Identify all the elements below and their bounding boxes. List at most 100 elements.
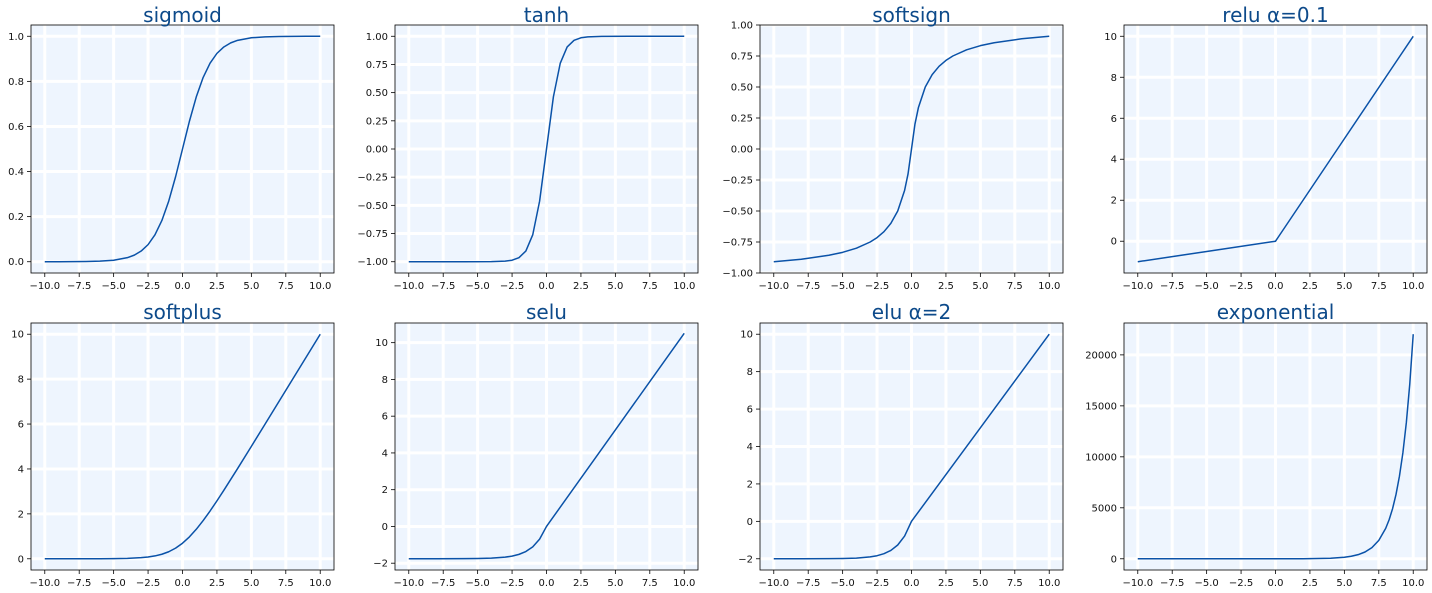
subplot-title: elu α=2 xyxy=(872,300,952,324)
x-tick-label: 2.5 xyxy=(1302,578,1318,589)
x-tick-label: 0.0 xyxy=(539,281,555,292)
x-tick-label: −7.5 xyxy=(1160,578,1184,589)
y-tick-label: −0.75 xyxy=(357,229,388,240)
x-tick-label: 0.0 xyxy=(539,578,555,589)
x-tick-label: 2.5 xyxy=(938,281,954,292)
x-tick-label: −2.5 xyxy=(500,281,524,292)
x-tick-label: −7.5 xyxy=(431,281,455,292)
y-tick-label: 0.2 xyxy=(8,212,24,223)
x-tick-label: 10.0 xyxy=(1402,281,1424,292)
x-tick-label: 2.5 xyxy=(573,578,589,589)
x-tick-label: 10.0 xyxy=(1038,578,1060,589)
x-tick-label: −5.0 xyxy=(830,281,854,292)
y-tick-label: 0.0 xyxy=(8,257,24,268)
x-tick-label: 5.0 xyxy=(972,578,988,589)
x-tick-label: 5.0 xyxy=(607,281,623,292)
subplot-1: −10.0 −7.5 −5.0 −2.5 0.0 2.5 5.0 7.5 10.0 0.0 0.2 0… xyxy=(8,3,335,292)
x-tick-label: 5.0 xyxy=(972,281,988,292)
y-tick-label: 8 xyxy=(1111,73,1117,84)
y-tick-label: 0.25 xyxy=(731,114,753,125)
y-tick-label: 10 xyxy=(1104,32,1117,43)
x-tick-label: 2.5 xyxy=(573,281,589,292)
y-tick-label: −1.00 xyxy=(722,269,753,280)
x-tick-label: 0.0 xyxy=(904,578,920,589)
y-tick-label: 0.00 xyxy=(366,145,388,156)
y-tick-label: 0 xyxy=(1111,554,1117,565)
y-tick-label: 6 xyxy=(747,405,753,416)
x-tick-label: 5.0 xyxy=(243,281,259,292)
subplot-title: exponential xyxy=(1217,300,1335,324)
x-tick-label: 10.0 xyxy=(309,281,331,292)
y-tick-label: 10 xyxy=(11,330,24,341)
x-tick-label: 2.5 xyxy=(209,281,225,292)
x-tick-label: −5.0 xyxy=(830,578,854,589)
x-tick-label: −7.5 xyxy=(1160,281,1184,292)
subplot-7: −10.0 −7.5 −5.0 −2.5 0.0 2.5 5.0 7.5 10.0 −2 0 2 4 6 8… xyxy=(738,300,1064,589)
x-tick-label: −2.5 xyxy=(865,578,889,589)
series-line xyxy=(408,35,685,263)
subplot-8: −10.0 −7.5 −5.0 −2.5 0.0 2.5 5.0 7.5 10.0 0 5000 10… xyxy=(1085,300,1428,589)
x-tick-label: 0.0 xyxy=(1268,578,1284,589)
y-tick-label: 0.75 xyxy=(731,52,753,63)
x-tick-label: −5.0 xyxy=(465,578,489,589)
y-tick-label: 0.25 xyxy=(366,116,388,127)
series-line xyxy=(44,333,321,560)
y-tick-label: 15000 xyxy=(1085,401,1117,412)
y-tick-label: 0.75 xyxy=(366,60,388,71)
x-tick-label: 5.0 xyxy=(1336,578,1352,589)
x-tick-label: −2.5 xyxy=(136,281,160,292)
y-tick-label: −2 xyxy=(373,559,388,570)
x-tick-label: −5.0 xyxy=(1194,578,1218,589)
subplot-6: −10.0 −7.5 −5.0 −2.5 0.0 2.5 5.0 7.5 10.0 −2 0 2 4 6 8… xyxy=(373,300,699,589)
x-tick-label: −2.5 xyxy=(1229,578,1253,589)
subplot-title: relu α=0.1 xyxy=(1222,3,1328,27)
x-tick-label: 7.5 xyxy=(1371,578,1387,589)
y-tick-label: 0.4 xyxy=(8,167,24,178)
x-tick-label: 10.0 xyxy=(673,578,695,589)
y-tick-label: 2 xyxy=(382,485,388,496)
x-tick-label: 7.5 xyxy=(642,578,658,589)
y-tick-label: 8 xyxy=(18,375,24,386)
x-tick-label: −7.5 xyxy=(431,578,455,589)
y-tick-label: −0.50 xyxy=(722,207,753,218)
y-tick-label: 10000 xyxy=(1085,452,1117,463)
subplot-2: −10.0 −7.5 −5.0 −2.5 0.0 2.5 5.0 7.5 10.0 −1.00 −0… xyxy=(357,3,699,292)
x-tick-label: 7.5 xyxy=(278,578,294,589)
subplot-title: softplus xyxy=(143,300,222,324)
x-tick-label: −10.0 xyxy=(393,578,424,589)
x-tick-label: 5.0 xyxy=(243,578,259,589)
series-line xyxy=(1137,35,1414,263)
series-line xyxy=(773,35,1050,263)
subplot-title: selu xyxy=(526,300,567,324)
y-tick-label: −1.00 xyxy=(357,257,388,268)
y-tick-label: 8 xyxy=(382,375,388,386)
y-tick-label: 20000 xyxy=(1085,350,1117,361)
y-tick-label: 1.0 xyxy=(8,32,24,43)
y-tick-label: 4 xyxy=(18,464,24,475)
y-tick-label: 0.6 xyxy=(8,122,24,133)
y-tick-label: 8 xyxy=(747,367,753,378)
x-tick-label: −10.0 xyxy=(29,578,60,589)
y-tick-label: 0 xyxy=(18,554,24,565)
x-tick-label: 7.5 xyxy=(1007,578,1023,589)
subplot-5: −10.0 −7.5 −5.0 −2.5 0.0 2.5 5.0 7.5 10.0 0 2 4 6 8 10… xyxy=(11,300,335,589)
subplot-3: −10.0 −7.5 −5.0 −2.5 0.0 2.5 5.0 7.5 10.0 −1.00 −0… xyxy=(722,3,1064,292)
x-tick-label: −2.5 xyxy=(1229,281,1253,292)
y-tick-label: 1.00 xyxy=(366,32,388,43)
y-tick-label: 0.00 xyxy=(731,145,753,156)
x-tick-label: −2.5 xyxy=(500,578,524,589)
subplot-title: softsign xyxy=(872,3,951,27)
x-tick-label: −7.5 xyxy=(67,578,91,589)
x-tick-label: −10.0 xyxy=(393,281,424,292)
x-tick-label: −10.0 xyxy=(1122,578,1153,589)
x-tick-label: 5.0 xyxy=(1336,281,1352,292)
x-tick-label: −5.0 xyxy=(465,281,489,292)
y-tick-label: 0 xyxy=(747,517,753,528)
x-tick-label: −7.5 xyxy=(796,578,820,589)
y-tick-label: 0.8 xyxy=(8,77,24,88)
x-tick-label: 5.0 xyxy=(607,578,623,589)
series-line xyxy=(773,333,1050,560)
x-tick-label: 2.5 xyxy=(1302,281,1318,292)
x-tick-label: 2.5 xyxy=(209,578,225,589)
